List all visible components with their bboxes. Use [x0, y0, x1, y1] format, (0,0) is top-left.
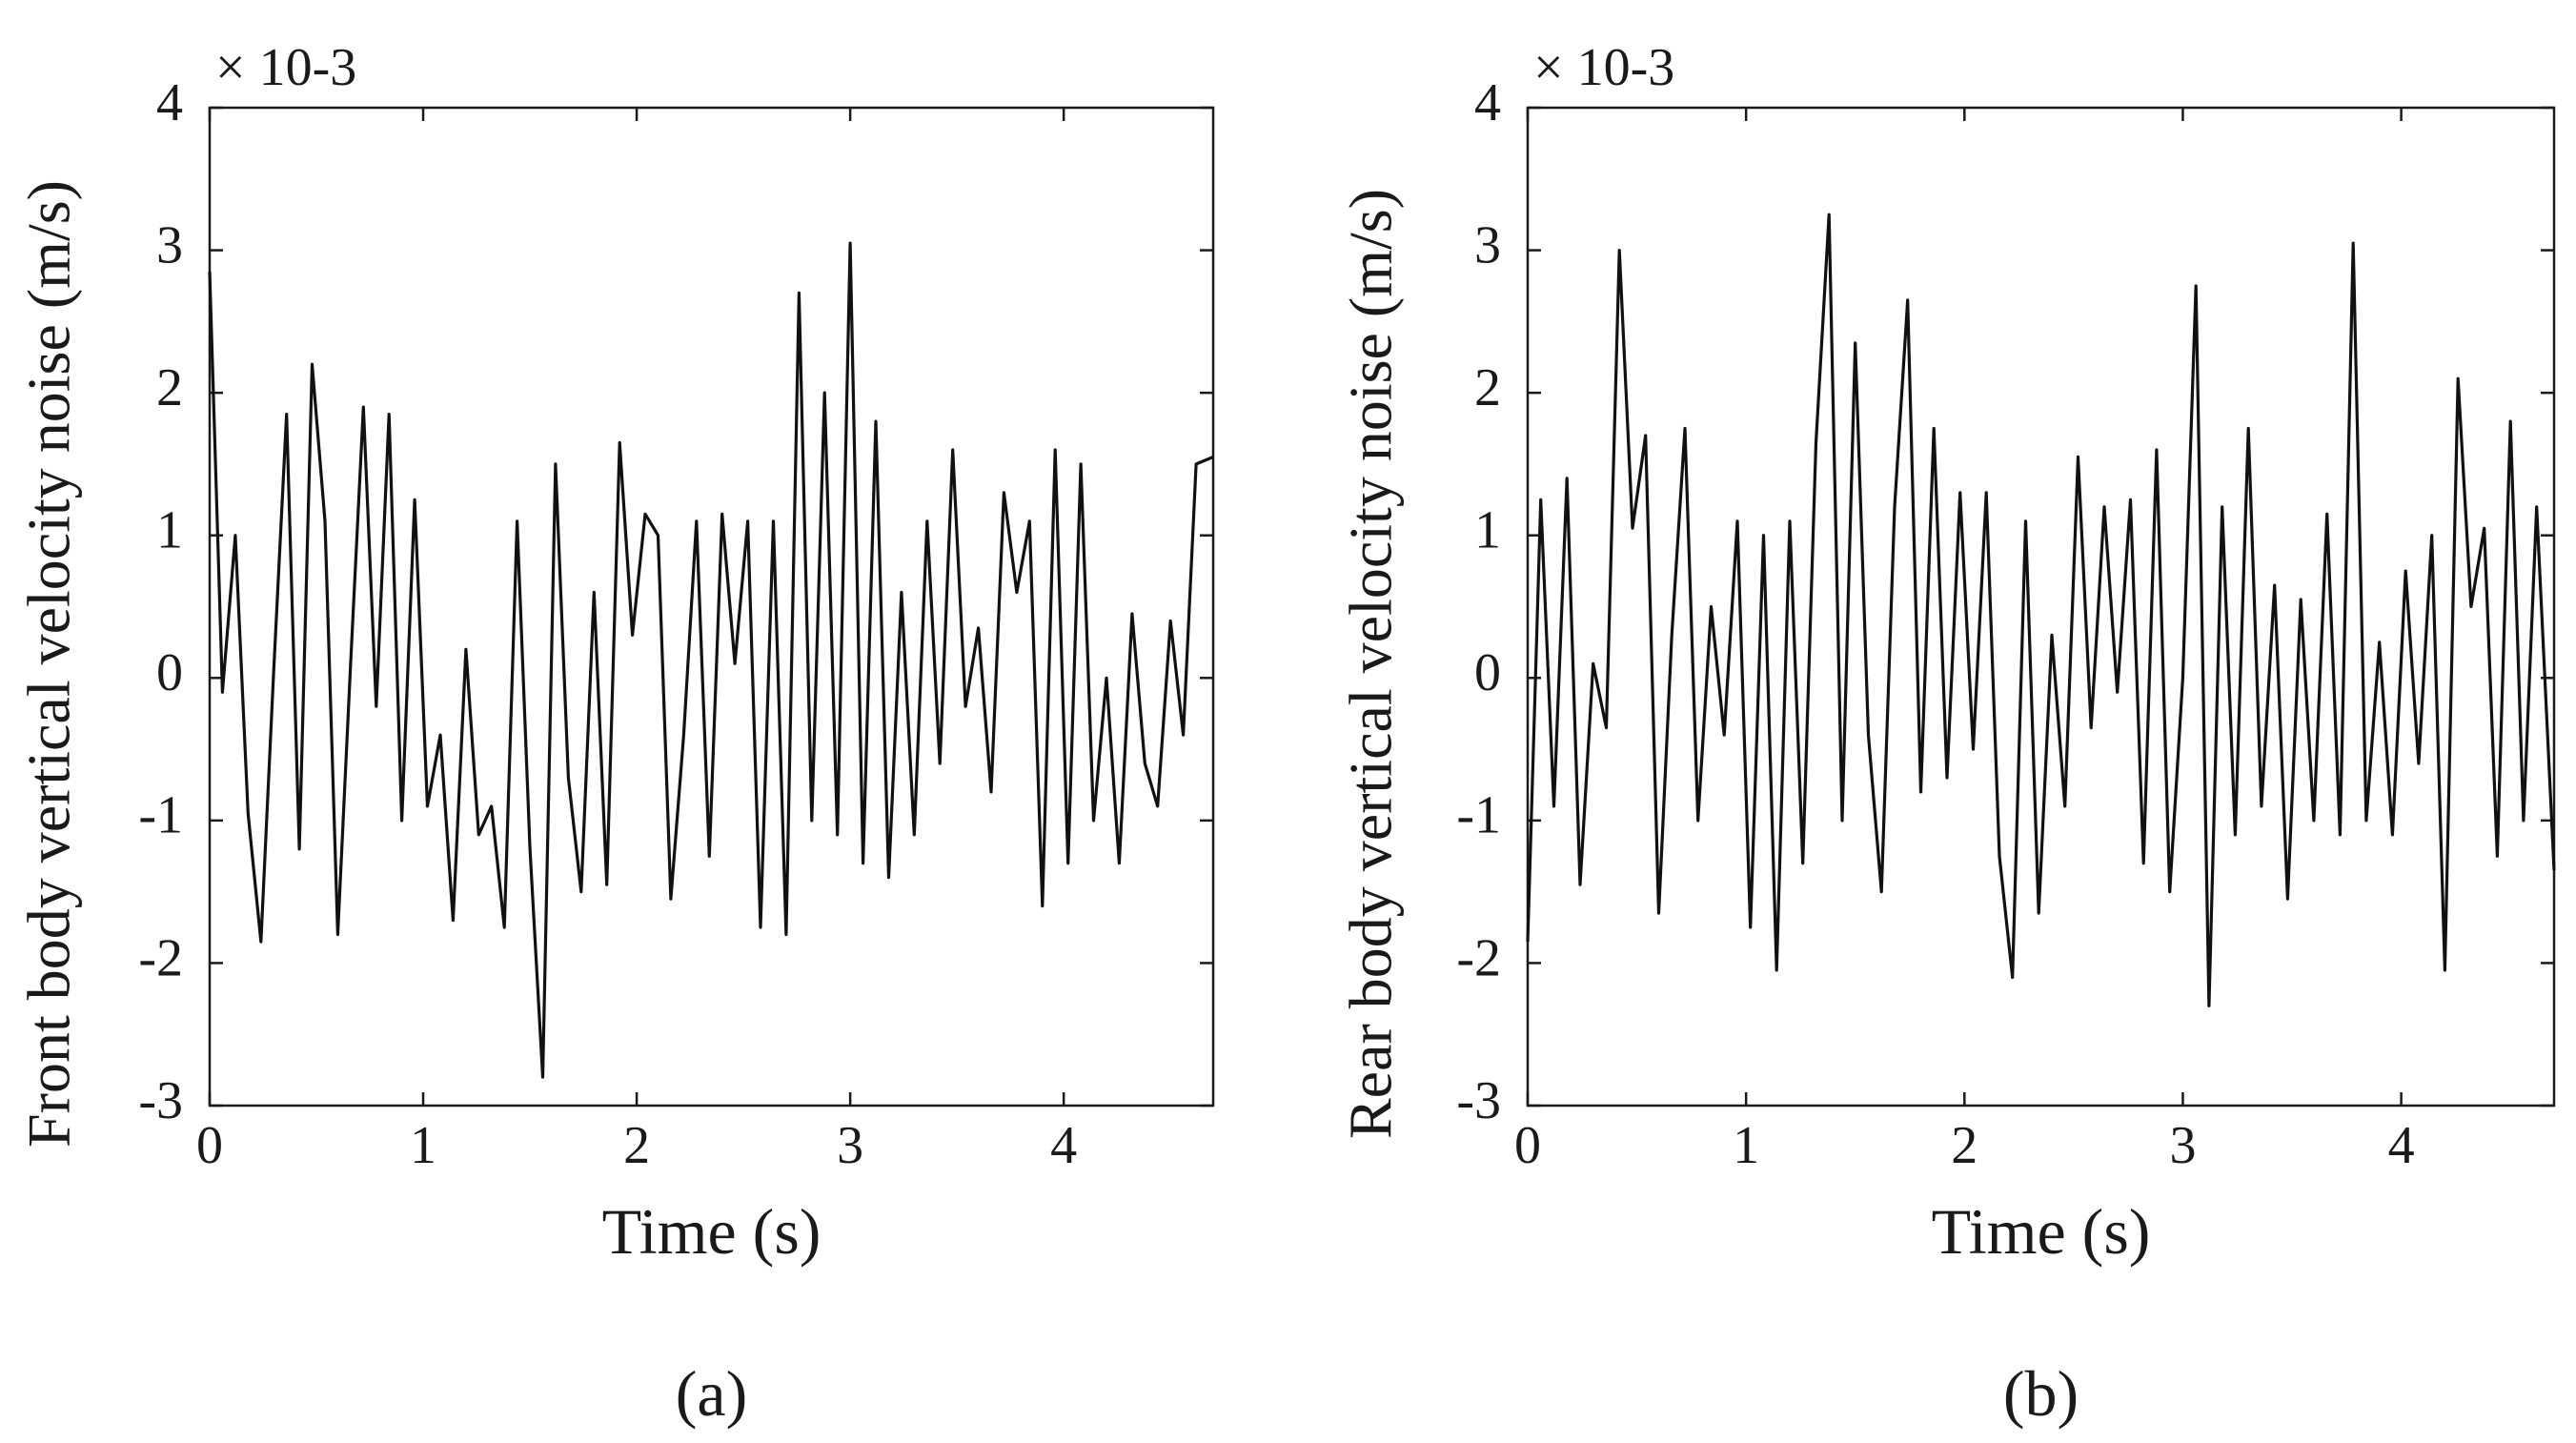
- y-tick-label: 3: [156, 215, 183, 274]
- y-tick-label: -1: [138, 786, 183, 845]
- x-tick-label: 0: [1514, 1116, 1541, 1175]
- panel-label: (b): [2003, 1357, 2079, 1430]
- x-tick-label: 0: [196, 1116, 223, 1175]
- series-line-front: [208, 241, 1214, 1079]
- y-axis-label: Rear body vertical velocity noise (m/s): [1337, 189, 1405, 1139]
- x-tick-label: 1: [410, 1116, 436, 1175]
- x-tick-label: 4: [2388, 1116, 2415, 1175]
- y-tick-label: -2: [1456, 928, 1501, 987]
- x-tick-label: 3: [2169, 1116, 2196, 1175]
- y-tick-label: 4: [156, 73, 183, 132]
- axis-exponent-label: × 10-3: [1533, 38, 1674, 97]
- panel-label: (a): [676, 1357, 747, 1430]
- y-tick-label: -1: [1456, 786, 1501, 845]
- x-tick-label: 2: [1951, 1116, 1978, 1175]
- y-tick-label: 1: [1474, 501, 1501, 560]
- axes-box: [1526, 106, 2556, 1108]
- chart-panel-b: -3 -2 -1 0 1 2 3 4 0 1 2 3 4 × 10-3 Time (s) Rear body …: [1337, 38, 2556, 1430]
- x-tick-label: 3: [837, 1116, 863, 1175]
- x-tick-label: 1: [1733, 1116, 1759, 1175]
- x-axis-label: Time (s): [1932, 1195, 2151, 1268]
- axis-exponent-label: × 10-3: [215, 38, 356, 97]
- x-axis-label: Time (s): [602, 1195, 821, 1268]
- chart-panel-a: -3 -2 -1 0 1 2 3 4 0 1 2 3 4 × 10-3 Time (s) Front body…: [15, 38, 1215, 1430]
- y-tick-label: 1: [156, 501, 183, 560]
- y-tick-label: 2: [1474, 358, 1501, 417]
- y-tick-label: 4: [1474, 73, 1501, 132]
- y-tick-label: 3: [1474, 215, 1501, 274]
- y-tick-label: 2: [156, 358, 183, 417]
- y-tick-label: 0: [156, 643, 183, 702]
- y-tick-label: 0: [1474, 643, 1501, 702]
- y-axis-label: Front body vertical velocity noise (m/s): [15, 180, 83, 1148]
- series-line-rear: [1526, 213, 2556, 1007]
- y-tick-label: -3: [138, 1071, 183, 1130]
- y-tick-label: -3: [1456, 1071, 1501, 1130]
- x-tick-label: 4: [1050, 1116, 1077, 1175]
- y-tick-label: -2: [138, 928, 183, 987]
- axes-box: [208, 106, 1215, 1108]
- x-tick-label: 2: [623, 1116, 650, 1175]
